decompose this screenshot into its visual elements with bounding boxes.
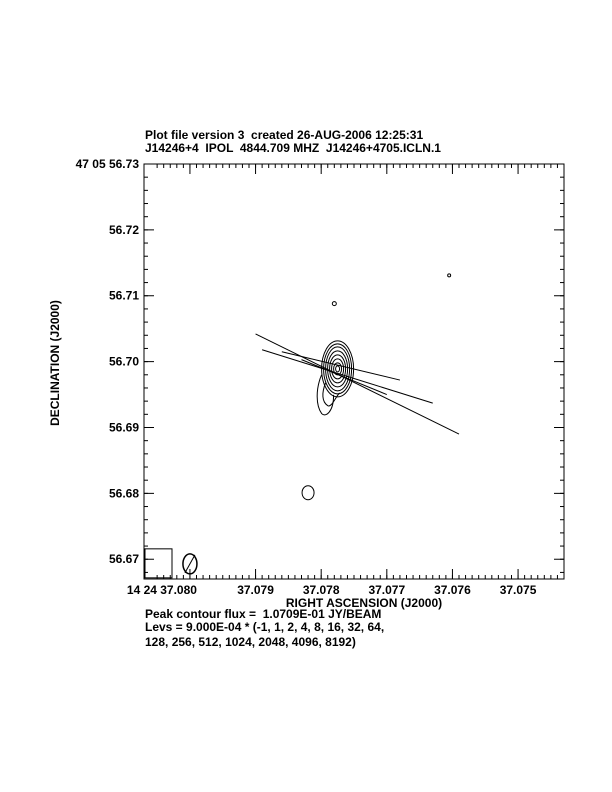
polarization-vector	[301, 359, 388, 396]
polarization-vectors	[255, 333, 460, 435]
y-ticks: 47 05 56.73 56.72 56.71 56.70 56.69 56.68 56.6…	[76, 157, 564, 573]
beam-box	[144, 548, 198, 579]
x-tick-label: 37.079	[237, 583, 274, 597]
plot-header-line-2: J14246+4 IPOL 4844.709 MHZ J14246+4705.I…	[145, 141, 441, 155]
contour-level	[327, 350, 349, 388]
polarization-vector	[255, 333, 460, 435]
x-tick-label: 37.078	[303, 583, 340, 597]
x-ticks: 14 24 37.080 37.079 37.078 37.077 37.076 37.0…	[127, 164, 558, 597]
y-tick-label: 56.71	[109, 289, 139, 303]
y-tick-label: 56.72	[109, 223, 139, 237]
beam-axis	[184, 554, 196, 574]
polarization-vector	[261, 349, 433, 404]
beam-box-border	[144, 548, 173, 579]
secondary-source-contour	[331, 301, 337, 307]
y-tick-label: 56.68	[109, 486, 139, 500]
secondary-source-contour	[301, 485, 315, 501]
x-tick-label: 37.077	[368, 583, 405, 597]
contour-level	[331, 358, 345, 380]
x-axis-label: RIGHT ASCENSION (J2000)	[286, 596, 442, 610]
contour-levels-line-1: Levs = 9.000E-04 * (-1, 1, 2, 4, 8, 16, …	[145, 620, 385, 634]
y-tick-label: 56.70	[109, 355, 139, 369]
x-tick-label: 14 24 37.080	[127, 583, 197, 597]
contour-levels-line-2: 128, 256, 512, 1024, 2048, 4096, 8192)	[145, 635, 356, 649]
y-tick-label: 56.67	[109, 552, 139, 566]
contours	[301, 273, 452, 501]
plot-header-line-1: Plot file version 3 created 26-AUG-2006 …	[145, 128, 424, 142]
x-tick-label: 37.076	[434, 583, 471, 597]
peak-contour-flux: Peak contour flux = 1.0709E-01 JY/BEAM	[145, 607, 382, 621]
beam-ellipse	[182, 553, 198, 575]
contour-tail-inner	[322, 382, 340, 407]
y-tick-label: 47 05 56.73	[76, 157, 140, 171]
y-axis-label: DECLINATION (J2000)	[48, 300, 62, 426]
polarization-vector	[281, 351, 401, 381]
contour-tail	[316, 374, 335, 416]
contour-level	[329, 354, 347, 384]
secondary-source-contour	[447, 273, 452, 278]
y-tick-label: 56.69	[109, 420, 139, 434]
x-tick-label: 37.075	[500, 583, 537, 597]
contour-level	[335, 365, 341, 373]
